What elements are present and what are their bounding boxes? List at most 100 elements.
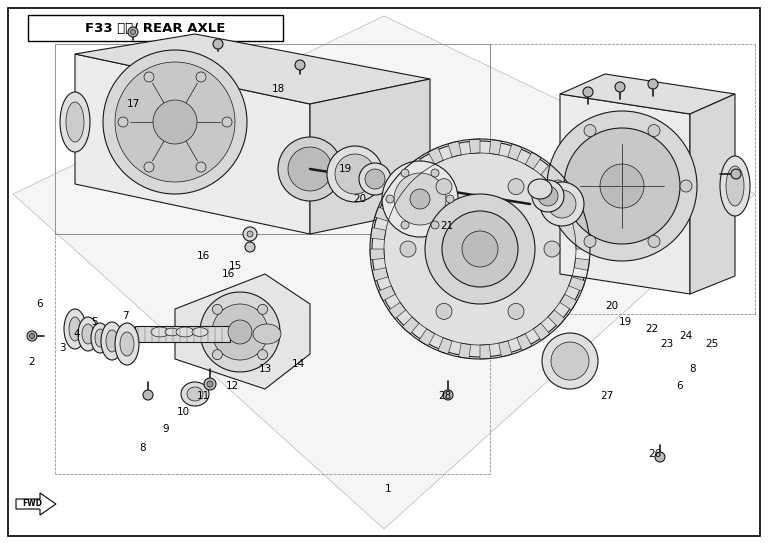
Ellipse shape — [720, 156, 750, 216]
Ellipse shape — [726, 166, 744, 206]
Ellipse shape — [176, 327, 194, 337]
Ellipse shape — [115, 62, 235, 182]
Circle shape — [213, 350, 223, 360]
Text: 19: 19 — [339, 164, 352, 174]
Text: FWD: FWD — [22, 499, 42, 509]
Polygon shape — [517, 333, 532, 351]
Ellipse shape — [394, 173, 446, 225]
Circle shape — [680, 180, 692, 192]
Ellipse shape — [327, 146, 383, 202]
Polygon shape — [75, 34, 430, 104]
Text: 20: 20 — [353, 194, 366, 204]
Polygon shape — [575, 238, 590, 249]
Polygon shape — [75, 54, 310, 234]
Circle shape — [648, 125, 660, 137]
Circle shape — [400, 241, 416, 257]
Ellipse shape — [532, 180, 564, 212]
Text: 16: 16 — [197, 251, 210, 261]
Polygon shape — [16, 493, 56, 515]
Circle shape — [245, 242, 255, 252]
Text: 24: 24 — [680, 331, 693, 341]
Circle shape — [446, 195, 454, 203]
Text: 15: 15 — [228, 261, 242, 271]
Circle shape — [213, 39, 223, 49]
Text: 8: 8 — [690, 364, 697, 374]
Polygon shape — [458, 343, 471, 358]
Ellipse shape — [103, 50, 247, 194]
Text: 11: 11 — [197, 391, 210, 401]
Text: 23: 23 — [660, 339, 674, 349]
Text: F33 后桥/ REAR AXLE: F33 后桥/ REAR AXLE — [84, 22, 225, 34]
Ellipse shape — [228, 320, 252, 344]
Circle shape — [583, 87, 593, 97]
Text: 19: 19 — [618, 317, 631, 327]
Ellipse shape — [120, 332, 134, 356]
Ellipse shape — [359, 163, 391, 195]
Circle shape — [128, 27, 138, 37]
Ellipse shape — [425, 194, 535, 304]
Polygon shape — [419, 329, 435, 346]
Text: 25: 25 — [705, 339, 719, 349]
Ellipse shape — [548, 190, 576, 218]
Circle shape — [247, 231, 253, 237]
Bar — [28, 15, 283, 41]
Ellipse shape — [278, 137, 342, 201]
Text: 18: 18 — [271, 84, 285, 94]
Polygon shape — [548, 310, 565, 327]
Ellipse shape — [540, 182, 584, 226]
Ellipse shape — [542, 333, 598, 389]
Ellipse shape — [372, 141, 588, 357]
Circle shape — [544, 241, 560, 257]
Polygon shape — [554, 179, 571, 196]
Circle shape — [508, 178, 524, 195]
Polygon shape — [372, 268, 388, 281]
Polygon shape — [541, 164, 558, 181]
Circle shape — [204, 378, 216, 390]
Polygon shape — [410, 158, 427, 175]
Polygon shape — [175, 274, 310, 389]
Polygon shape — [508, 144, 522, 160]
Polygon shape — [525, 152, 541, 169]
Circle shape — [401, 221, 409, 229]
Polygon shape — [448, 141, 462, 157]
Ellipse shape — [551, 342, 589, 380]
Text: 21: 21 — [440, 221, 454, 231]
Circle shape — [143, 390, 153, 400]
Polygon shape — [370, 249, 385, 260]
Circle shape — [436, 178, 452, 195]
Circle shape — [27, 331, 37, 341]
Circle shape — [131, 29, 135, 34]
Ellipse shape — [101, 322, 123, 360]
Text: 2: 2 — [28, 357, 35, 367]
Ellipse shape — [410, 189, 430, 209]
Text: 12: 12 — [225, 381, 239, 391]
Text: 4: 4 — [74, 329, 81, 339]
Polygon shape — [690, 94, 735, 294]
Circle shape — [222, 117, 232, 127]
Ellipse shape — [365, 169, 385, 189]
Ellipse shape — [600, 164, 644, 208]
Circle shape — [144, 72, 154, 82]
Text: 13: 13 — [258, 364, 272, 374]
Ellipse shape — [200, 292, 280, 372]
Text: 5: 5 — [91, 317, 98, 327]
Ellipse shape — [253, 324, 281, 344]
Ellipse shape — [60, 92, 90, 152]
Text: 1: 1 — [385, 484, 392, 494]
Polygon shape — [564, 197, 581, 212]
Circle shape — [431, 169, 439, 177]
Circle shape — [257, 350, 267, 360]
Circle shape — [29, 333, 35, 338]
Ellipse shape — [95, 329, 105, 347]
Text: 22: 22 — [645, 324, 659, 334]
Circle shape — [213, 305, 223, 314]
Ellipse shape — [165, 328, 179, 336]
Polygon shape — [480, 344, 491, 359]
Polygon shape — [375, 207, 392, 221]
Ellipse shape — [69, 317, 81, 341]
Text: 27: 27 — [601, 391, 614, 401]
Ellipse shape — [212, 304, 268, 360]
Text: 10: 10 — [177, 407, 190, 417]
Polygon shape — [389, 302, 406, 319]
Circle shape — [196, 72, 206, 82]
